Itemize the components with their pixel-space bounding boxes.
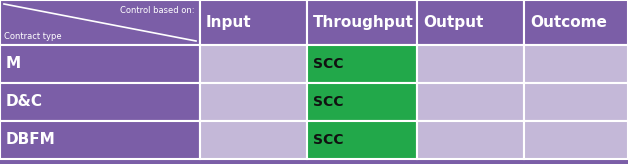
Bar [307,121,417,159]
Bar [200,0,307,45]
Text: D&C: D&C [6,94,43,110]
Bar [200,121,307,159]
Bar [0,121,200,159]
Bar [307,0,417,45]
Text: M: M [6,57,21,72]
Bar [307,45,417,83]
Text: DBFM: DBFM [6,133,56,147]
Text: SCC: SCC [313,95,344,109]
Bar [417,45,524,83]
Bar [200,45,307,83]
Text: SCC: SCC [313,57,344,71]
Bar [307,83,417,121]
Text: Outcome: Outcome [530,15,607,30]
Bar [0,45,200,83]
Text: Control based on:: Control based on: [121,6,195,15]
Bar [524,0,628,45]
Bar [0,0,200,45]
Text: Input: Input [206,15,252,30]
Text: Contract type: Contract type [4,32,62,41]
Text: Throughput: Throughput [313,15,414,30]
Bar [524,121,628,159]
Text: Output: Output [423,15,484,30]
Bar [200,83,307,121]
Bar [417,0,524,45]
Bar [0,83,200,121]
Bar [524,45,628,83]
Bar [524,83,628,121]
Bar [417,121,524,159]
Bar [417,83,524,121]
Text: SCC: SCC [313,133,344,147]
